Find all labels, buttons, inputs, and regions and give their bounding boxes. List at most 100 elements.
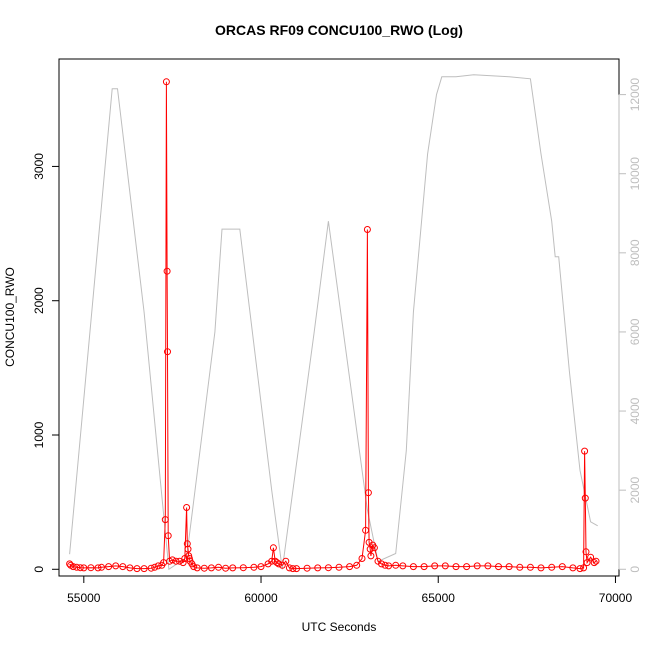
data-point [558, 563, 566, 571]
x-tick-label: 60000 [244, 591, 278, 605]
data-point [473, 562, 481, 570]
data-point [163, 267, 171, 275]
data-point [537, 564, 545, 572]
data-point [69, 563, 77, 571]
y-right-tick-label: 12000 [628, 78, 642, 112]
data-point [119, 563, 127, 571]
data-point [105, 563, 113, 571]
data-point [133, 565, 141, 573]
data-point [378, 560, 385, 568]
data-point [526, 563, 534, 571]
data-point [76, 564, 84, 572]
data-point [548, 563, 556, 571]
data-point [269, 544, 277, 552]
data-point [370, 544, 378, 552]
data-point [164, 532, 172, 540]
data-point [399, 562, 407, 570]
data-point [582, 548, 590, 556]
data-point [367, 552, 375, 560]
plot-layer [66, 74, 600, 573]
y-right-tick-label: 2000 [628, 476, 642, 503]
data-point [257, 563, 265, 571]
data-point [140, 565, 148, 573]
data-point [126, 564, 134, 572]
data-point [73, 563, 81, 571]
data-point [147, 564, 155, 572]
data-point [587, 553, 595, 561]
data-point [154, 562, 162, 570]
data-point [87, 564, 95, 572]
data-point [362, 526, 370, 534]
data-point [484, 562, 492, 570]
y-tick-label: 0 [32, 566, 46, 573]
primary-series-line [69, 81, 597, 570]
data-point [229, 564, 237, 572]
data-point [495, 563, 502, 571]
x-tick-label: 70000 [599, 591, 633, 605]
data-point [303, 564, 311, 572]
data-point [278, 561, 286, 569]
data-point [463, 563, 471, 571]
data-point [363, 226, 371, 233]
y-right-tick-label: 6000 [628, 318, 642, 345]
data-point [431, 562, 439, 570]
data-point [183, 504, 191, 511]
secondary-series-line [69, 74, 598, 571]
data-point [285, 564, 293, 572]
data-point [516, 563, 524, 571]
data-point [162, 78, 170, 86]
data-point [151, 563, 159, 571]
data-point [168, 556, 176, 564]
plot-box [58, 58, 620, 577]
data-point [164, 348, 171, 356]
data-point [161, 516, 169, 524]
data-point [190, 563, 198, 571]
data-point [576, 565, 584, 573]
data-point [179, 559, 187, 567]
data-point [200, 564, 208, 572]
data-point [505, 563, 513, 571]
y-right-tick-label: 10000 [628, 157, 642, 191]
data-point [592, 557, 600, 565]
data-point [381, 561, 389, 569]
data-point [250, 563, 258, 571]
data-point [98, 563, 105, 571]
data-point [353, 561, 361, 569]
data-point [581, 494, 589, 502]
data-point [324, 564, 332, 572]
data-point [409, 563, 417, 571]
data-point [215, 563, 222, 571]
data-point [172, 557, 180, 565]
data-point [583, 559, 591, 567]
data-point [293, 565, 300, 573]
data-point [80, 564, 88, 572]
y-tick-label: 1000 [32, 421, 46, 448]
data-point [392, 561, 400, 569]
data-point [452, 563, 460, 571]
y-axis-label: CONCU100_RWO [3, 267, 17, 367]
y-tick-label: 3000 [32, 153, 46, 180]
data-point [289, 565, 297, 573]
data-point [222, 564, 230, 572]
data-point [441, 562, 449, 570]
data-point [364, 489, 372, 497]
y-tick-label: 2000 [32, 287, 46, 314]
x-tick-label: 55000 [67, 591, 101, 605]
y-right-tick-label: 0 [628, 566, 642, 573]
data-point [569, 564, 577, 572]
data-point [112, 562, 120, 570]
x-axis-label: UTC Seconds [302, 620, 377, 634]
chart-title: ORCAS RF09 CONCU100_RWO (Log) [215, 22, 463, 38]
data-point [335, 563, 343, 571]
data-point [282, 557, 290, 565]
data-point [581, 447, 589, 455]
data-point [590, 559, 598, 567]
data-point [183, 540, 191, 548]
data-point [420, 563, 428, 571]
data-point [275, 560, 283, 568]
data-point [346, 563, 354, 571]
data-point [358, 555, 366, 562]
data-point [580, 564, 588, 572]
y-right-tick-label: 8000 [628, 239, 642, 266]
